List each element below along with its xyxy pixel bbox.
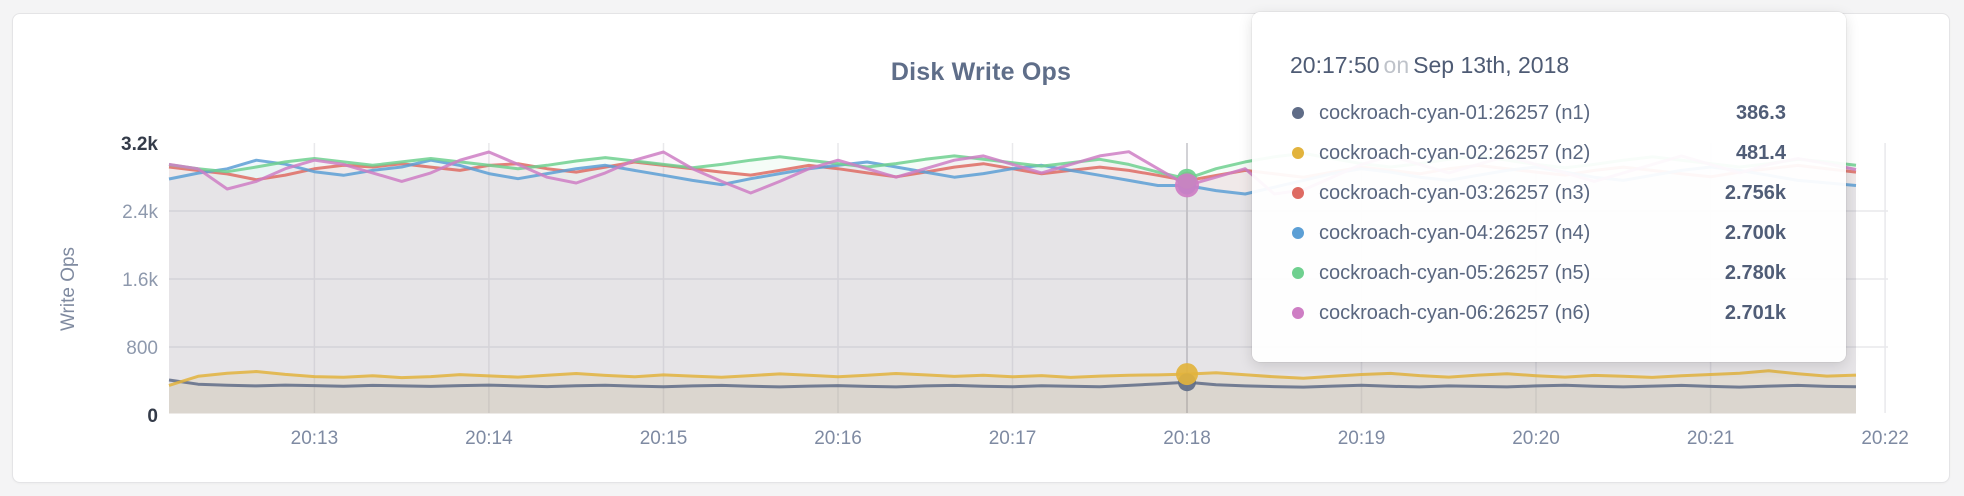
series-name: cockroach-cyan-03:26257 (n3)	[1319, 181, 1591, 204]
svg-text:20:16: 20:16	[814, 428, 862, 449]
series-value: 481.4	[1735, 141, 1786, 164]
series-value: 2.701k	[1724, 301, 1786, 324]
tooltip-series-row: cockroach-cyan-06:26257 (n6) 2.701k	[1252, 293, 1846, 333]
series-color-dot-icon	[1292, 187, 1304, 199]
svg-text:20:14: 20:14	[465, 428, 513, 449]
svg-text:20:15: 20:15	[640, 428, 688, 449]
svg-text:20:19: 20:19	[1338, 428, 1386, 449]
series-name: cockroach-cyan-02:26257 (n2)	[1319, 141, 1591, 164]
tooltip-header: 20:17:50 on Sep 13th, 2018	[1290, 52, 1846, 79]
series-name: cockroach-cyan-04:26257 (n4)	[1319, 221, 1591, 244]
series-color-dot-icon	[1292, 147, 1304, 159]
tooltip-series-row: cockroach-cyan-02:26257 (n2) 481.4	[1252, 133, 1846, 173]
series-value: 2.700k	[1724, 221, 1786, 244]
chart-title: Disk Write Ops	[890, 58, 1072, 86]
tooltip-on-word: on	[1383, 52, 1410, 78]
svg-text:20:22: 20:22	[1861, 428, 1909, 449]
svg-text:3.2k: 3.2k	[121, 134, 158, 155]
tooltip-series-row: cockroach-cyan-01:26257 (n1) 386.3	[1252, 93, 1846, 133]
svg-text:20:18: 20:18	[1163, 428, 1211, 449]
tooltip-series-row: cockroach-cyan-03:26257 (n3) 2.756k	[1252, 173, 1846, 213]
svg-text:0: 0	[147, 406, 158, 427]
series-name: cockroach-cyan-01:26257 (n1)	[1319, 101, 1591, 124]
svg-text:2.4k: 2.4k	[122, 202, 158, 223]
svg-text:20:21: 20:21	[1687, 428, 1735, 449]
svg-text:20:13: 20:13	[291, 428, 339, 449]
series-value: 2.756k	[1724, 181, 1786, 204]
tooltip-series-row: cockroach-cyan-04:26257 (n4) 2.700k	[1252, 213, 1846, 253]
svg-text:20:20: 20:20	[1512, 428, 1560, 449]
tooltip-series-row: cockroach-cyan-05:26257 (n5) 2.780k	[1252, 253, 1846, 293]
series-color-dot-icon	[1292, 267, 1304, 279]
tooltip-date: Sep 13th, 2018	[1413, 52, 1570, 78]
svg-text:20:17: 20:17	[989, 428, 1037, 449]
series-value: 386.3	[1735, 101, 1786, 124]
tooltip-time: 20:17:50	[1290, 52, 1380, 78]
tooltip-series-list: cockroach-cyan-01:26257 (n1) 386.3 cockroa…	[1252, 93, 1846, 333]
series-color-dot-icon	[1292, 107, 1304, 119]
chart-tooltip: 20:17:50 on Sep 13th, 2018 cockroach-cyan-…	[1252, 12, 1846, 362]
series-color-dot-icon	[1292, 227, 1304, 239]
series-value: 2.780k	[1724, 261, 1786, 284]
svg-text:800: 800	[126, 338, 158, 359]
series-color-dot-icon	[1292, 307, 1304, 319]
svg-text:1.6k: 1.6k	[122, 270, 158, 291]
series-name: cockroach-cyan-06:26257 (n6)	[1319, 301, 1591, 324]
series-name: cockroach-cyan-05:26257 (n5)	[1319, 261, 1591, 284]
